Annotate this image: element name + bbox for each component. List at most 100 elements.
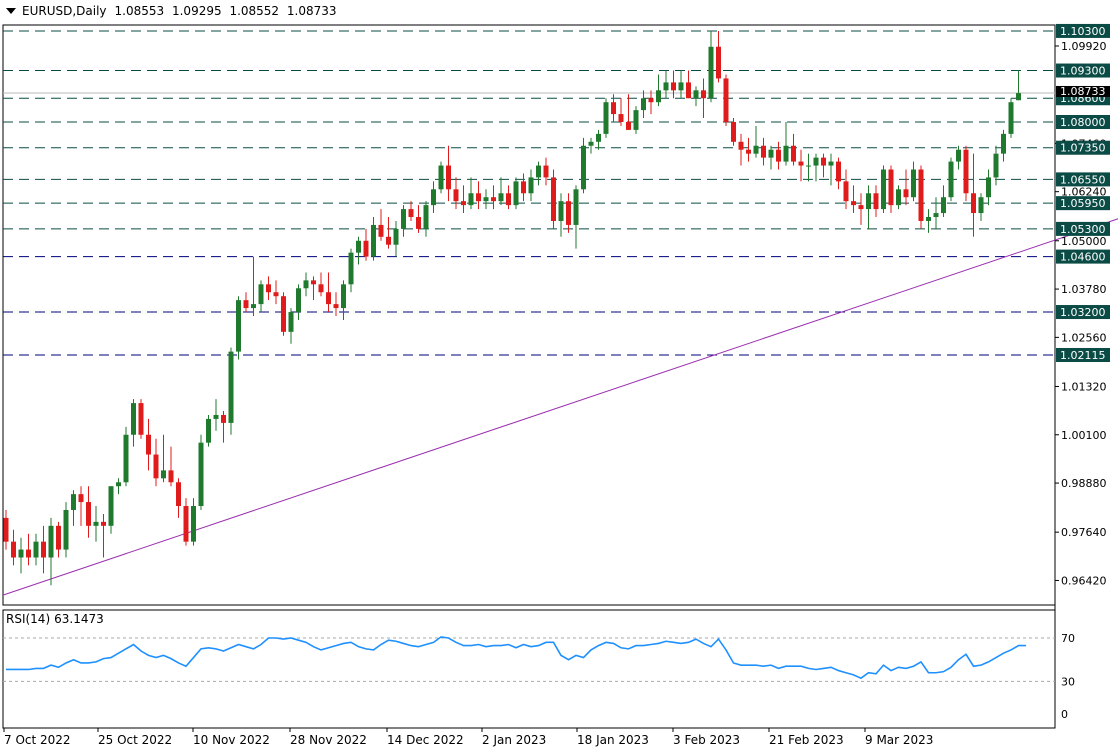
candle [933,197,939,229]
candle [251,256,256,316]
candle [543,157,549,186]
candle [746,137,751,162]
candle-body [326,292,331,305]
candle-body [281,296,286,332]
candle [63,502,69,558]
candle-body [746,149,751,154]
y-tick-label: 1.00100 [1061,429,1107,442]
candle [288,308,294,344]
candle [326,272,331,313]
candle-body [956,149,961,162]
candle [131,399,136,447]
candle-body [731,121,736,142]
candle-body [513,181,519,206]
candle [873,185,879,218]
candle-body [153,454,159,479]
candle [483,189,489,210]
candle-body [168,470,174,483]
candle [11,529,16,566]
candle [941,185,946,218]
candle-body [491,197,496,202]
candle-body [926,217,931,221]
candle [866,185,871,229]
candle-body [206,418,211,443]
candle [701,78,706,119]
y-tick-label: 1.01320 [1061,380,1107,393]
candle-body [108,486,114,526]
candle [228,347,234,435]
candle [536,161,541,186]
candle-body [483,197,489,202]
candle-body [183,506,189,542]
x-tick-label: 3 Feb 2023 [673,733,740,747]
candle-body [468,193,474,206]
x-tick-label: 7 Oct 2022 [4,733,71,747]
candle [663,70,669,99]
candle [693,86,699,107]
candle [176,478,181,518]
candle-body [33,541,39,558]
candle [806,153,811,182]
candle [386,217,391,249]
y-tick-label: 0.97640 [1061,526,1107,539]
candle-body [1008,102,1014,134]
candle [243,292,249,313]
candle-body [626,121,631,130]
candle-body [948,161,954,198]
x-tick-label: 28 Nov 2022 [290,733,367,747]
candle [41,525,46,574]
candle-body [596,133,601,142]
candle [273,280,279,305]
price-badge-label: 1.04600 [1060,251,1106,264]
candle-body [266,284,271,293]
price-badge [1056,114,1110,129]
candle [446,145,451,202]
candle [438,161,444,194]
x-tick-label: 9 Mar 2023 [865,733,933,747]
candle-body [828,161,834,166]
candle-body [251,304,256,309]
candle [468,177,474,210]
candle-body [851,201,856,206]
candle [828,153,834,186]
candle [198,434,204,510]
price-badge-label: 1.02115 [1060,349,1106,362]
candle [71,490,76,526]
candle-body [678,82,684,91]
candle [146,418,151,471]
y-tick-label: 0.96420 [1061,574,1107,587]
candle-body [71,494,76,510]
candle-body [431,189,436,206]
candle [138,399,144,439]
candle-body [341,284,346,309]
candle-body [198,442,204,507]
y-tick-label: 0.98880 [1061,477,1107,490]
chevron-down-icon[interactable] [6,8,16,14]
rsi-value: 63.1473 [54,612,104,626]
candle [116,478,121,495]
price-badge-label: 1.08000 [1060,116,1106,129]
candle-body [708,46,714,99]
candle [183,498,189,546]
candle [768,145,774,170]
candle [791,133,796,166]
price-badge-label: 1.07350 [1060,142,1106,155]
candle-body [783,145,789,162]
candle [408,201,414,221]
x-tick-label: 18 Jan 2023 [577,733,649,747]
candle-body [873,193,879,210]
price-badge [1056,347,1110,362]
candle-body [318,284,324,293]
candle-body [461,201,466,206]
candle [821,153,826,178]
candle-body [536,165,541,178]
candle-body [903,189,909,198]
x-tick-label: 14 Dec 2022 [387,733,464,747]
candle-body [476,193,481,202]
price-badge [1056,140,1110,155]
candle [341,280,346,320]
candle [348,248,354,293]
candle-body [663,82,669,91]
candle [798,149,804,182]
